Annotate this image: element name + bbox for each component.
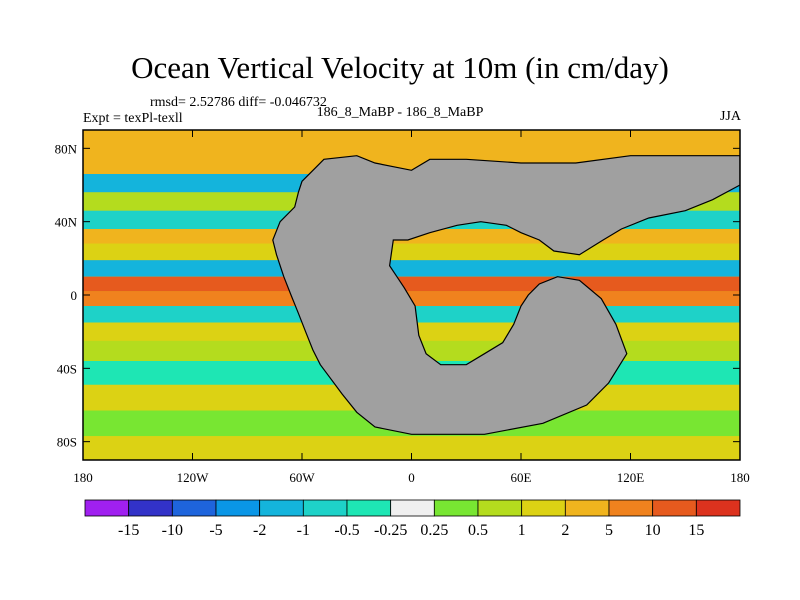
colorbar-swatch [521, 499, 566, 517]
land-polygon [272, 155, 740, 435]
colorbar-label: -15 [118, 522, 139, 539]
y-tick-label: 80S [57, 435, 77, 450]
colorbar-label: 10 [645, 522, 661, 539]
colorbar-label: 2 [561, 522, 569, 539]
colorbar-label: 0.5 [468, 522, 488, 539]
colorbar-label: -1 [297, 522, 310, 539]
colorbar-swatch [652, 499, 697, 517]
x-tick-label: 180 [730, 470, 750, 485]
colorbar-swatch [171, 499, 217, 517]
colorbar-label: 5 [605, 522, 613, 539]
colorbar-label: -0.25 [374, 522, 407, 539]
colorbar-label: -0.5 [334, 522, 359, 539]
season-label: JJA [719, 109, 741, 124]
land-mask [272, 155, 740, 435]
run-label: 186_8_MaBP - 186_8_MaBP [316, 105, 484, 120]
colorbar-swatch [346, 499, 392, 517]
field-band [83, 243, 740, 261]
colorbar-swatch [564, 499, 610, 517]
x-tick-label: 60W [289, 470, 315, 485]
x-tick-label: 60E [511, 470, 532, 485]
y-tick-label: 0 [71, 288, 78, 303]
colorbar-swatch [608, 499, 654, 517]
colorbar: -15 -10 -5 -2 -1 -0.5 -0.25 0.25 0.5 1 2 5 10 15 [84, 499, 741, 539]
colorbar-label: -5 [209, 522, 222, 539]
colorbar-swatch [390, 499, 435, 517]
y-tick-label: 40S [57, 361, 77, 376]
colorbar-swatch [84, 499, 130, 517]
x-tick-label: 180 [73, 470, 93, 485]
colorbar-swatch [259, 499, 304, 517]
y-tick-label: 40N [55, 215, 78, 230]
field-band [83, 276, 740, 292]
colorbar-swatch [695, 499, 741, 517]
colorbar-label: -10 [162, 522, 183, 539]
colorbar-label: -2 [253, 522, 266, 539]
colorbar-swatch [433, 499, 479, 517]
x-tick-label: 120E [617, 470, 645, 485]
colorbar-label: 15 [688, 522, 704, 539]
chart-title: Ocean Vertical Velocity at 10m (in cm/da… [131, 50, 669, 85]
axis-ticks: 180 120W 60W 0 60E 120E 180 80N 40N 0 40S 80S [55, 130, 750, 485]
field-band [83, 436, 740, 460]
x-tick-label: 0 [408, 470, 415, 485]
field-band [83, 260, 740, 277]
colorbar-swatch [128, 499, 173, 517]
colorbar-swatch [477, 499, 523, 517]
colorbar-label: 1 [518, 522, 526, 539]
velocity-field [83, 130, 740, 460]
x-tick-label: 120W [177, 470, 210, 485]
colorbar-swatch [215, 499, 261, 517]
y-tick-label: 80N [55, 141, 78, 156]
colorbar-label: 0.25 [420, 522, 448, 539]
experiment-label: Expt = texPl-texll [83, 111, 183, 126]
colorbar-swatch [302, 499, 348, 517]
stats-label: rmsd= 2.52786 diff= -0.046732 [150, 95, 327, 110]
